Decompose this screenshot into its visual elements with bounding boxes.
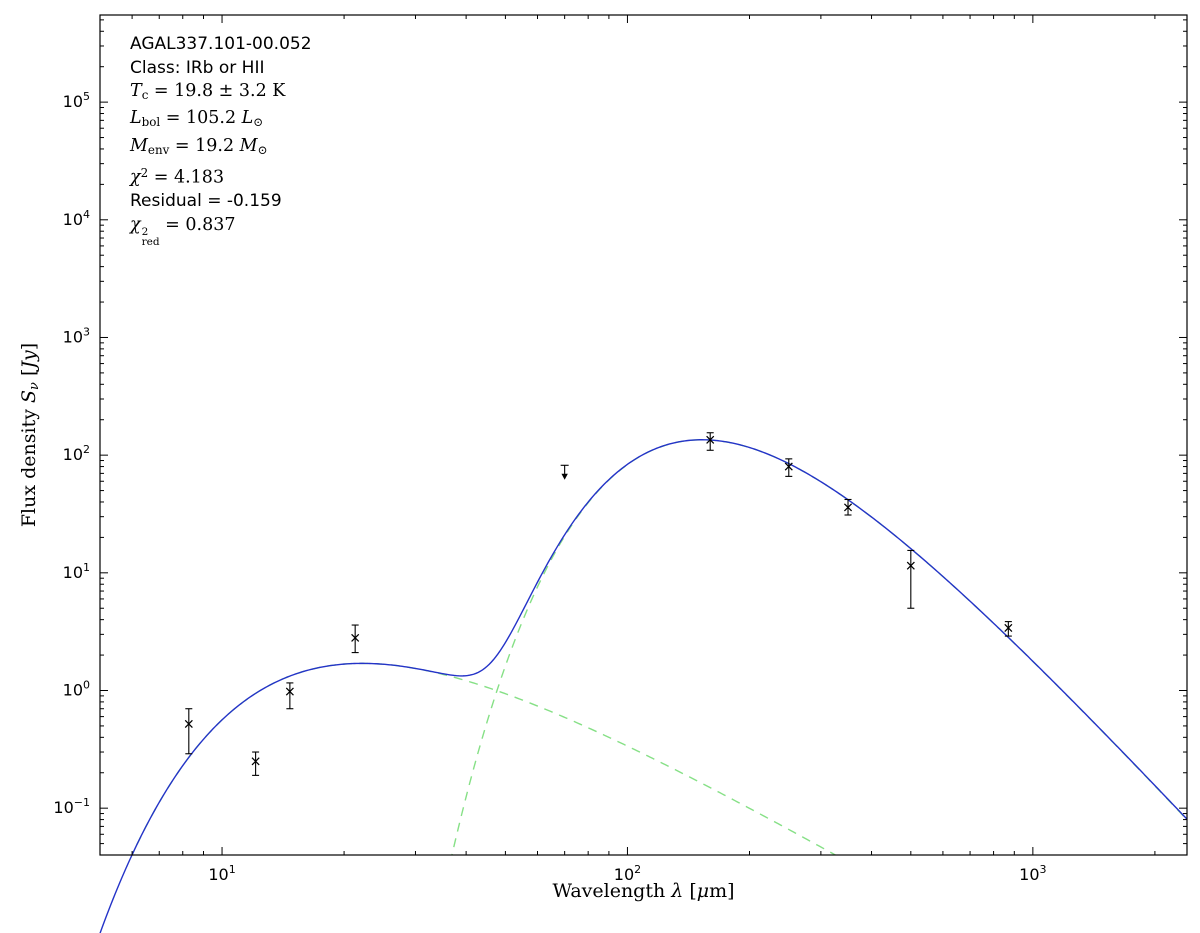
data-point [906, 549, 915, 609]
x-marker [285, 687, 294, 696]
annotation-line-7: χ 2 red = 0.837 [130, 214, 236, 248]
annotation-line-4: Menv = 19.2 M⊙ [130, 135, 268, 157]
annotation-line-3: Lbol = 105.2 L⊙ [130, 108, 264, 130]
model-total-curve [99, 439, 1188, 933]
tick-label: 103 [63, 325, 90, 346]
data-point [351, 624, 360, 654]
model-curves [131, 439, 1187, 855]
annotation-line-2: Tc = 19.8 ± 3.2 K [130, 81, 286, 102]
sup-sub-stack: 2 red [141, 226, 160, 248]
tick-label: 105 [63, 90, 90, 111]
x-marker [843, 503, 853, 512]
annotation-line-6: Residual = -0.159 [130, 191, 282, 212]
tick-label: 100 [63, 678, 90, 699]
data-point [285, 682, 294, 710]
upper-limit-arrow-icon [561, 473, 568, 480]
data-point [706, 432, 715, 451]
data-point [843, 498, 853, 516]
tick-label: 104 [63, 208, 90, 229]
data-point [784, 458, 793, 477]
x-axis-label: Wavelength λ [μm] [552, 880, 735, 902]
x-marker [784, 462, 793, 471]
axes-frame [99, 14, 1188, 856]
tick-label: 102 [63, 443, 90, 464]
data-point [251, 751, 260, 776]
x-marker [706, 435, 715, 444]
data-point [560, 464, 569, 480]
tick-label: 101 [63, 561, 90, 582]
data-point [1004, 621, 1013, 637]
axis-ticks [100, 15, 1187, 855]
annotation-line-5: χ2 = 4.183 [130, 166, 225, 188]
x-marker [184, 719, 193, 728]
x-marker [351, 633, 360, 642]
annotation-block: AGAL337.101-00.052 Class: IRb or HII Tc = … [130, 33, 312, 248]
tick-label: 10−1 [53, 796, 90, 817]
data-point [184, 708, 193, 755]
annotation-line-0: AGAL337.101-00.052 [130, 34, 312, 54]
annotation-line-1: Class: IRb or HII [130, 57, 265, 78]
x-marker [1004, 623, 1013, 632]
data-points [184, 432, 1013, 776]
x-marker [906, 561, 915, 570]
x-marker [251, 757, 260, 766]
y-axis-label: Flux density Sν [Jy] [17, 342, 43, 528]
model-cold-component-curve [451, 439, 1187, 855]
